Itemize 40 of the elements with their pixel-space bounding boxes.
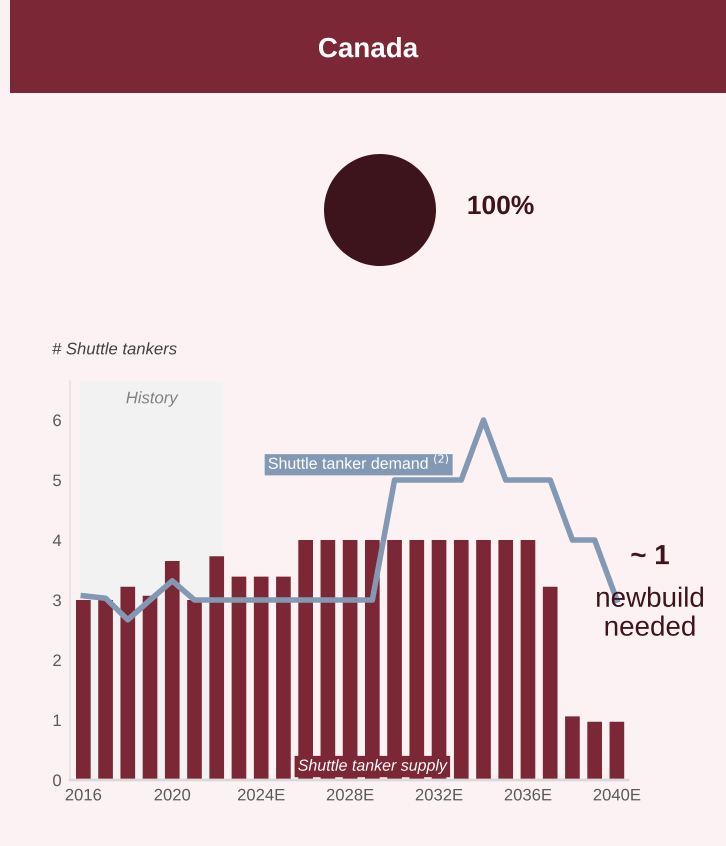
x-tick-label: 2032E: [416, 788, 462, 801]
y-tick-label: 0: [53, 774, 62, 786]
bar: [542, 586, 558, 780]
bar: [164, 561, 180, 780]
bar: [587, 722, 602, 780]
y-tick-label: 1: [54, 714, 61, 726]
bar: [142, 596, 158, 780]
y-tick-label: 6: [53, 414, 61, 426]
series-label: Shuttle tanker demand $^{(2)}$: [268, 454, 448, 469]
annotation: newbuild needed: [597, 586, 704, 636]
series-label: Shuttle tanker supply: [298, 759, 448, 774]
bar: [610, 722, 624, 780]
text: ~ 1: [631, 545, 669, 564]
x-tick-label: 2020: [154, 788, 190, 801]
bar: [498, 540, 514, 780]
y-tick-label: 4: [52, 534, 62, 546]
x-tick-label: 2036E: [504, 788, 552, 801]
x-tick-label: 2040E: [594, 788, 640, 801]
bar: [209, 556, 224, 780]
y-tick-label: 5: [53, 474, 61, 486]
bar: [120, 586, 136, 780]
x-tick-label: 2028E: [326, 788, 374, 801]
bar: [565, 716, 580, 780]
band-label: History: [126, 391, 178, 407]
chart-title: Canada: [318, 37, 418, 58]
y-tick-label: 2: [53, 654, 61, 666]
bar: [454, 540, 469, 780]
bar: [76, 600, 91, 780]
x-tick-label: 2016: [66, 788, 102, 801]
bar: [276, 576, 291, 780]
x-tick-label: 2024E: [238, 788, 285, 801]
y-tick-label: 3: [53, 594, 61, 606]
bar: [520, 540, 536, 780]
data-label: 100%: [468, 196, 534, 214]
y-axis-title: # Shuttle tankers: [52, 342, 177, 354]
bar: [232, 576, 246, 780]
bar: [254, 576, 269, 780]
bar: [476, 540, 491, 780]
bar: [187, 600, 202, 780]
bar: [98, 600, 113, 780]
